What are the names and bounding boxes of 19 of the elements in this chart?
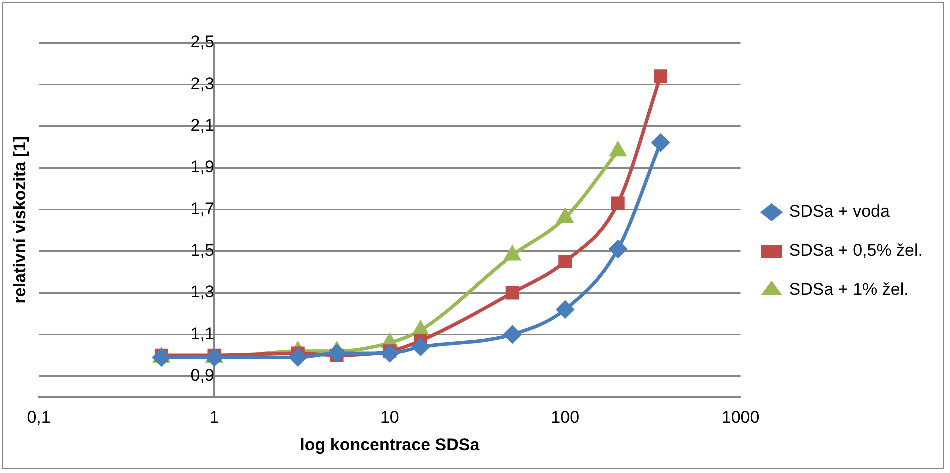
y-tick-label: 2,1 bbox=[190, 116, 214, 136]
x-tick-label: 0,1 bbox=[27, 408, 51, 428]
x-axis-title: log koncentrace SDSa bbox=[300, 435, 480, 454]
legend-label: SDSa + voda bbox=[789, 202, 890, 222]
y-tick-label: 1,5 bbox=[190, 241, 214, 260]
y-tick-label: 2,5 bbox=[190, 32, 214, 52]
x-tick-label: 100 bbox=[551, 408, 580, 428]
y-tick-label: 0,9 bbox=[190, 366, 214, 386]
y-tick-label: 1,9 bbox=[190, 158, 214, 177]
x-tick-label: 1000 bbox=[722, 408, 760, 428]
y-axis-title: relativní viskozita [1] bbox=[10, 136, 30, 304]
y-tick-label: 1,1 bbox=[190, 324, 214, 344]
y-tick-label: 1,3 bbox=[190, 282, 214, 302]
x-tick-label: 1 bbox=[210, 408, 220, 428]
y-tick-label: 2,3 bbox=[190, 74, 214, 94]
legend-label: SDSa + 1% žel. bbox=[789, 280, 909, 300]
x-tick-label: 10 bbox=[380, 408, 400, 428]
legend-label: SDSa + 0,5% žel. bbox=[789, 241, 924, 260]
y-tick-label: 1,7 bbox=[190, 199, 214, 218]
